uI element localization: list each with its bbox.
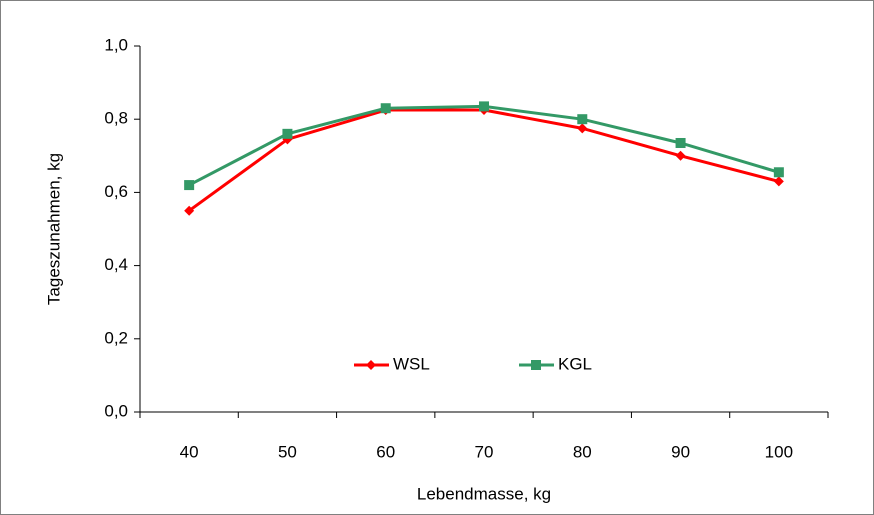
legend-marker (366, 360, 376, 370)
legend-label: WSL (393, 354, 430, 373)
legend-marker (531, 360, 541, 370)
x-tick-label: 90 (671, 442, 690, 461)
y-tick-label: 0,8 (104, 109, 128, 128)
data-point (577, 123, 588, 134)
x-tick-label: 70 (475, 442, 494, 461)
y-tick-label: 0,0 (104, 401, 128, 420)
x-tick-label: 50 (278, 442, 297, 461)
data-point (184, 180, 195, 191)
x-tick-label: 60 (376, 442, 395, 461)
y-tick-label: 0,6 (104, 182, 128, 201)
y-axis-title: Tageszunahmen, kg (44, 153, 63, 305)
data-point (184, 205, 195, 216)
legend-label: KGL (558, 354, 592, 373)
y-tick-label: 1,0 (104, 35, 128, 54)
y-tick-label: 0,4 (104, 255, 128, 274)
x-tick-label: 40 (180, 442, 199, 461)
data-point (577, 114, 588, 125)
x-tick-label: 100 (765, 442, 793, 461)
data-point (282, 128, 293, 139)
x-tick-label: 80 (573, 442, 592, 461)
data-point (479, 101, 489, 112)
data-point (380, 103, 391, 114)
data-point (773, 167, 784, 178)
data-point (773, 176, 784, 187)
data-point (675, 137, 686, 148)
y-tick-label: 0,2 (104, 328, 128, 347)
data-point (675, 150, 686, 161)
x-axis-title: Lebendmasse, kg (417, 484, 551, 503)
